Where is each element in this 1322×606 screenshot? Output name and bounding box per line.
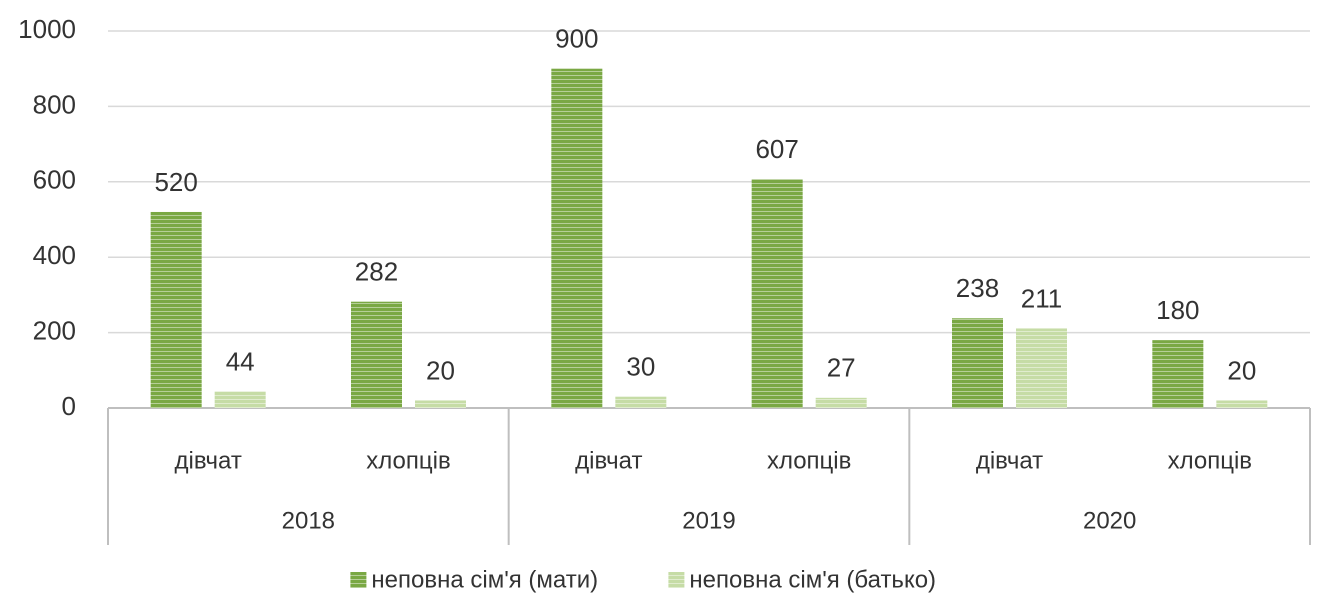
data-label: 180 — [1156, 295, 1199, 325]
x-tick-label: хлопців — [1168, 447, 1252, 474]
x-group-label: 2019 — [682, 507, 735, 534]
bar — [551, 68, 603, 408]
bar — [214, 391, 266, 408]
data-label: 20 — [1227, 355, 1256, 385]
x-group-label: 2020 — [1083, 507, 1136, 534]
legend-swatch — [350, 572, 367, 588]
data-label: 44 — [226, 346, 255, 376]
bar — [615, 396, 667, 408]
legend-label: неповна сім'я (батько) — [689, 566, 936, 593]
legend-swatch — [668, 572, 685, 588]
x-tick-label: дівчат — [575, 447, 642, 474]
bar — [351, 301, 402, 408]
data-label: 27 — [827, 353, 856, 383]
data-label: 211 — [1021, 283, 1062, 313]
data-label: 282 — [355, 257, 398, 287]
y-tick-label: 200 — [33, 315, 76, 345]
x-tick-label: хлопців — [767, 447, 851, 474]
legend: неповна сім'я (мати) неповна сім'я (батьк… — [350, 566, 936, 593]
x-tick-label: дівчат — [175, 447, 242, 474]
y-tick-label: 400 — [33, 240, 76, 270]
data-label: 607 — [755, 134, 798, 164]
bar — [1016, 328, 1067, 408]
bar — [1152, 340, 1204, 408]
bar — [1216, 400, 1268, 408]
bar — [150, 211, 202, 408]
y-tick-label: 1000 — [18, 14, 76, 44]
data-label: 900 — [555, 24, 598, 54]
bar — [952, 318, 1003, 408]
y-tick-label: 800 — [33, 89, 76, 119]
data-label: 30 — [626, 352, 655, 382]
y-tick-label: 600 — [33, 165, 76, 195]
y-tick-label: 0 — [62, 391, 76, 421]
data-label: 238 — [956, 273, 999, 303]
data-label: 520 — [154, 167, 197, 197]
x-tick-label: хлопців — [366, 447, 450, 474]
bar — [815, 397, 867, 408]
bar — [415, 400, 466, 408]
data-label: 20 — [426, 355, 455, 385]
bar — [751, 179, 803, 408]
x-tick-label: дівчат — [976, 447, 1043, 474]
legend-label: неповна сім'я (мати) — [371, 566, 598, 593]
x-group-label: 2018 — [282, 507, 335, 534]
